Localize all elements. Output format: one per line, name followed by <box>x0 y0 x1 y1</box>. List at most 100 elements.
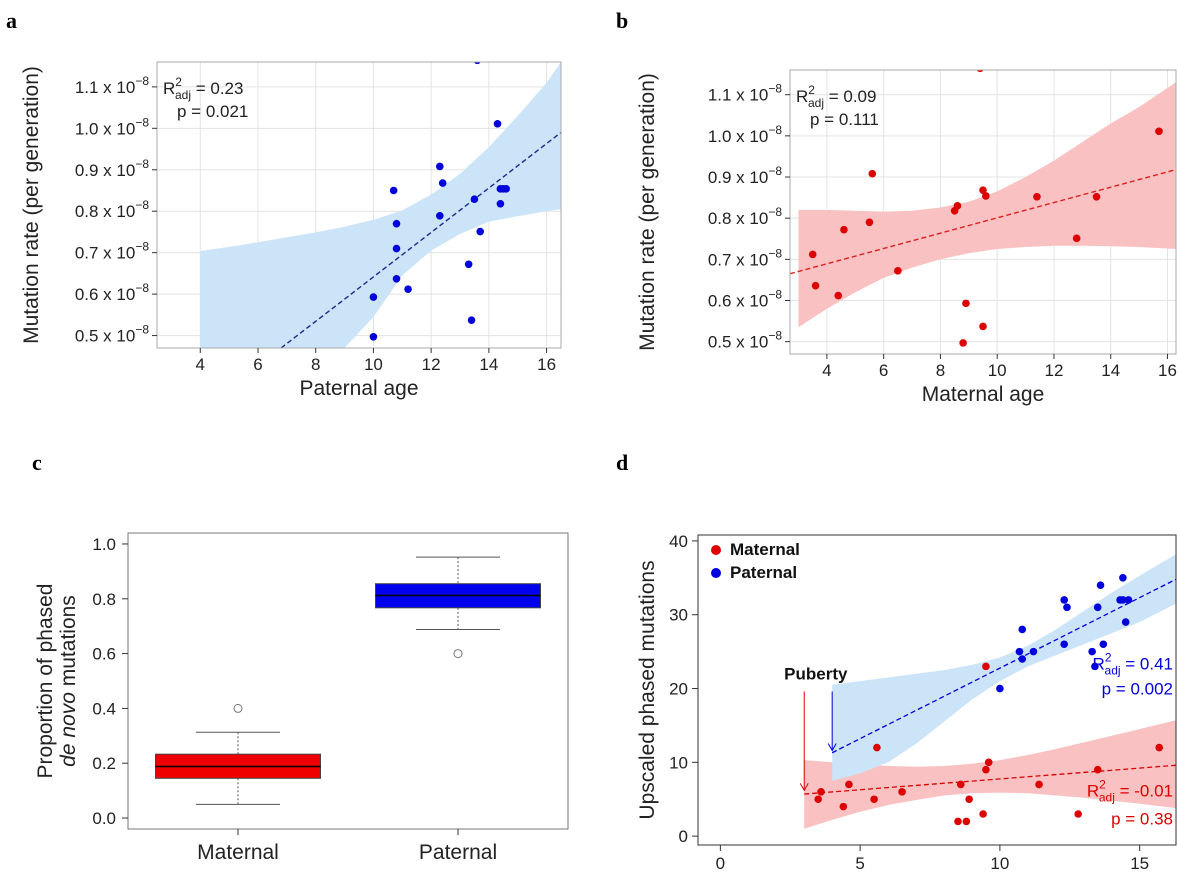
panel-a-data-point <box>493 119 502 128</box>
panel-d-maternal-data-point <box>1093 765 1102 774</box>
panel-d-maternal-data-point <box>870 795 878 804</box>
panel-b-data-point <box>962 299 970 308</box>
panel-a-r2-annotation: R2 adj = 0.23 <box>163 75 243 102</box>
panel-a-fit-line <box>280 131 561 348</box>
panel-d-paternal-data-point <box>1015 647 1024 656</box>
panel-a-y-tick-label: 0.5 x 10−8 <box>75 323 150 346</box>
panel-d-maternal-data-point <box>984 758 993 767</box>
panel-b-data-point <box>808 250 817 259</box>
panel-d-maternal-data-point <box>1035 780 1043 789</box>
panel-a-y-tick-label: 1.0 x 10−8 <box>75 115 150 138</box>
panel-d-legend-marker <box>711 568 721 578</box>
panel-d-legend-label: Paternal <box>730 563 797 582</box>
panel-a-data-point <box>467 316 476 325</box>
panel-d-x-tick-label: 15 <box>1130 854 1149 873</box>
panel-b-data-point <box>959 339 967 347</box>
panel-d-paternal-data-point <box>1099 640 1108 649</box>
panel-b-chart: 4 6 8 10 12 14 16 0.5 x 10−8 0.6 x 10−8 0.7 x 10−… <box>636 69 1177 406</box>
panel-d-chart: 0 5 10 15 0 10 20 30 40 Parental age Upscaled phas… <box>636 532 1177 873</box>
panel-b-data-point <box>1155 127 1163 136</box>
panel-c-y-tick-label: 0.6 <box>92 645 116 664</box>
panel-a-data-point <box>470 195 479 203</box>
panel-d-legend-label: Maternal <box>730 540 800 559</box>
panel-a-x-tick-label: 16 <box>537 355 556 374</box>
panel-b-y-tick-label: 0.8 x 10−8 <box>708 205 783 228</box>
panel-letter-a: a <box>6 8 17 33</box>
panel-b-y-tick-label: 1.0 x 10−8 <box>708 123 783 146</box>
panel-b-data-point <box>982 192 990 200</box>
panel-d-maternal-r2-annotation: R2 adj = -0.01 <box>1087 777 1173 804</box>
panel-b-data-point <box>979 186 987 194</box>
panel-d-paternal-data-point <box>1091 662 1099 671</box>
panel-d-paternal-data-point <box>1096 581 1105 589</box>
panel-b-data-point <box>1092 192 1101 201</box>
panel-a-data-point <box>502 185 510 193</box>
panel-d-paternal-fit-line <box>831 578 1176 754</box>
panel-d-x-tick-label: 5 <box>855 854 864 873</box>
panel-b-y-tick-label: 0.5 x 10−8 <box>708 329 783 352</box>
panel-b-y-axis-label: Mutation rate (per generation) <box>636 73 659 351</box>
panel-d-maternal-data-point <box>962 817 971 826</box>
panel-d-maternal-data-point <box>845 780 853 789</box>
panel-d-paternal-data-point <box>1060 596 1068 604</box>
panel-d-maternal-data-point <box>965 795 973 804</box>
panel-d-maternal-data-point <box>814 795 822 804</box>
panel-b-y-tick-label: 0.7 x 10−8 <box>708 246 783 269</box>
panel-b-plot-area <box>790 70 1176 347</box>
panel-d-paternal-data-point <box>1088 647 1096 656</box>
panel-d-paternal-data-point <box>1063 603 1071 612</box>
panel-b-p-value: p = 0.111 <box>810 110 879 129</box>
panel-b-x-tick-label: 8 <box>936 361 945 380</box>
panel-b-y-tick-label: 0.9 x 10−8 <box>708 164 783 187</box>
panel-a-confidence-ribbon <box>200 62 561 348</box>
panel-d-paternal-data-point <box>1119 574 1127 582</box>
panel-a-data-point <box>473 62 481 65</box>
panel-b-x-tick-label: 6 <box>879 361 888 380</box>
panel-c-outlier <box>453 649 463 659</box>
panel-c-chart: Maternal Paternal 0.0 0.2 0.4 0.6 0.8 1.0 Propor… <box>34 532 569 864</box>
panel-d-y-tick-label: 40 <box>669 532 688 551</box>
panel-d-paternal-data-point <box>1093 603 1102 612</box>
panel-b-x-tick-label: 14 <box>1101 361 1120 380</box>
panel-d-y-tick-label: 0 <box>679 827 688 846</box>
panel-letter-b: b <box>616 8 628 33</box>
panel-d-y-tick-label: 30 <box>669 606 688 625</box>
panel-letter-d: d <box>616 450 628 475</box>
panel-d-paternal-data-point <box>1119 596 1127 604</box>
panel-a-data-point <box>436 211 444 220</box>
panel-d-maternal-confidence-ribbon <box>804 720 1176 829</box>
panel-a-data-point <box>392 219 401 228</box>
panel-c-outlier <box>233 703 243 713</box>
panel-a-x-tick-label: 6 <box>253 355 262 374</box>
panel-a-chart: 4 6 8 10 12 14 16 0.5 x 10−8 0.6 x 10−8 0.7 x 10−… <box>20 61 562 400</box>
panel-d-maternal-data-point <box>954 817 962 826</box>
panel-c-y-axis-label-line2: de novo mutations <box>57 595 80 767</box>
panel-d-maternal-p-value: p = 0.38 <box>1111 809 1173 828</box>
panel-b-r2-annotation: R2 adj = 0.09 <box>796 83 876 110</box>
panel-c-y-tick-label: 0.8 <box>92 590 116 609</box>
panel-d-puberty-label: Puberty <box>784 665 848 684</box>
panel-a-data-point <box>404 285 412 293</box>
panel-d-legend-marker <box>711 545 721 555</box>
panel-a-x-tick-label: 12 <box>422 355 441 374</box>
panel-a-x-tick-label: 8 <box>311 355 320 374</box>
panel-b-data-point <box>1072 234 1081 243</box>
panel-b-data-point <box>979 322 987 331</box>
panel-a-p-value: p = 0.021 <box>177 102 248 121</box>
panel-c-category-label: Maternal <box>197 841 279 864</box>
panel-letter-c: c <box>32 450 42 475</box>
panel-d-maternal-data-point <box>1155 743 1164 752</box>
panel-d-paternal-r2-annotation: R2 adj = 0.41 <box>1093 650 1173 677</box>
panel-d-paternal-confidence-ribbon <box>832 554 1176 781</box>
panel-b-data-point <box>868 169 877 178</box>
panel-c-category-label: Paternal <box>419 841 497 864</box>
panel-d-paternal-data-point <box>1018 625 1027 634</box>
panel-d-maternal-data-point <box>839 802 848 811</box>
panel-a-y-tick-label: 0.9 x 10−8 <box>75 157 150 180</box>
panel-c-frame <box>127 532 569 830</box>
panel-d-frame <box>697 534 1177 846</box>
panel-a-data-point <box>476 227 485 236</box>
panel-d-x-axis-label: Parental age <box>877 871 996 873</box>
panel-d-paternal-p-value: p = 0.002 <box>1102 679 1173 698</box>
panel-d-paternal-data-point <box>1029 647 1038 656</box>
